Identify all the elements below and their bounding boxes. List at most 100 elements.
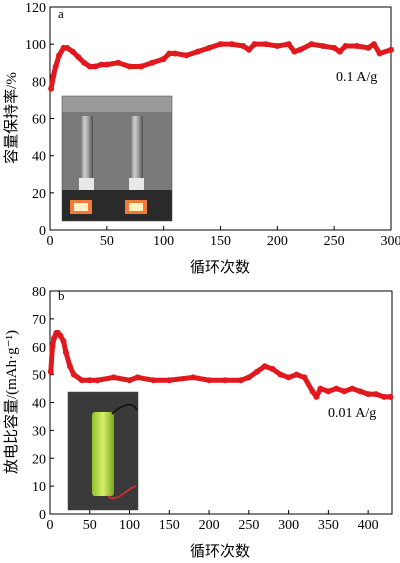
data-point-b-27 bbox=[285, 374, 292, 381]
data-point-a-32 bbox=[297, 46, 304, 53]
x-tick-label-a-250: 250 bbox=[324, 234, 345, 249]
data-point-a-19 bbox=[172, 50, 179, 57]
y-tick-label-b-0: 0 bbox=[39, 508, 46, 523]
series-a bbox=[48, 41, 394, 92]
data-point-a-30 bbox=[285, 41, 292, 48]
data-point-a-42 bbox=[388, 46, 394, 53]
data-point-a-33 bbox=[308, 41, 315, 48]
data-point-b-1 bbox=[49, 343, 56, 350]
data-point-b-39 bbox=[373, 391, 380, 398]
data-point-b-35 bbox=[341, 388, 348, 395]
data-point-b-0 bbox=[47, 368, 54, 375]
inset-photo-b bbox=[67, 391, 139, 511]
data-point-a-15 bbox=[137, 63, 144, 70]
data-point-b-11 bbox=[86, 377, 93, 384]
y-tick-label-b-10: 10 bbox=[32, 480, 46, 495]
x-tick-label-b-250: 250 bbox=[238, 518, 259, 533]
data-point-a-25 bbox=[240, 43, 247, 50]
data-point-b-24 bbox=[261, 363, 268, 370]
data-point-b-21 bbox=[237, 377, 244, 384]
data-point-b-26 bbox=[277, 371, 284, 378]
x-tick-label-b-300: 300 bbox=[278, 518, 299, 533]
x-tick-label-b-150: 150 bbox=[159, 518, 180, 533]
data-point-b-17 bbox=[166, 377, 173, 384]
data-point-a-14 bbox=[126, 63, 133, 70]
panel-label-b: b bbox=[58, 288, 65, 303]
data-point-a-37 bbox=[342, 43, 349, 50]
data-point-b-41 bbox=[387, 393, 394, 400]
y-tick-label-a-20: 20 bbox=[32, 187, 46, 202]
y-tick-label-b-50: 50 bbox=[32, 369, 46, 384]
panel-a: 0 50 100 150 200 250 300 0 20 40 60 80 100 120 a 0.1 … bbox=[3, 1, 400, 276]
data-point-a-17 bbox=[160, 56, 167, 63]
data-point-a-11 bbox=[98, 61, 105, 68]
y-tick-label-b-20: 20 bbox=[32, 452, 46, 467]
data-point-a-27 bbox=[251, 41, 258, 48]
data-point-b-34 bbox=[333, 385, 340, 392]
data-point-a-34 bbox=[319, 43, 326, 50]
data-point-b-30 bbox=[309, 388, 316, 395]
x-tick-label-a-0: 0 bbox=[47, 234, 54, 249]
data-point-b-14 bbox=[126, 377, 133, 384]
y-tick-label-b-30: 30 bbox=[32, 424, 46, 439]
data-point-a-12 bbox=[103, 61, 110, 68]
x-tick-label-b-350: 350 bbox=[318, 518, 339, 533]
data-point-a-23 bbox=[217, 41, 224, 48]
y-tick-label-b-80: 80 bbox=[32, 285, 46, 300]
data-point-a-38 bbox=[353, 43, 360, 50]
data-point-a-41 bbox=[376, 50, 383, 57]
data-point-a-21 bbox=[194, 48, 201, 55]
series-line-b bbox=[48, 330, 393, 400]
data-point-b-33 bbox=[325, 388, 332, 395]
x-tick-label-b-200: 200 bbox=[199, 518, 220, 533]
data-point-b-31 bbox=[313, 393, 320, 400]
data-point-b-32 bbox=[317, 385, 324, 392]
data-point-a-6 bbox=[69, 48, 76, 55]
data-point-a-3 bbox=[56, 52, 63, 59]
data-point-b-7 bbox=[62, 349, 69, 356]
x-tick-label-b-50: 50 bbox=[83, 518, 97, 533]
ylabel-a: 容量保持率/% bbox=[3, 72, 20, 164]
data-point-a-39 bbox=[365, 44, 372, 51]
data-point-b-19 bbox=[206, 377, 213, 384]
y-tick-label-a-40: 40 bbox=[32, 150, 46, 165]
data-point-a-22 bbox=[206, 44, 213, 51]
data-point-b-10 bbox=[78, 377, 85, 384]
data-point-a-24 bbox=[228, 41, 235, 48]
data-point-b-6 bbox=[60, 338, 67, 345]
y-tick-label-a-60: 60 bbox=[32, 113, 46, 128]
data-point-a-29 bbox=[274, 43, 281, 50]
x-tick-label-b-400: 400 bbox=[358, 518, 379, 533]
data-point-b-2 bbox=[50, 335, 57, 342]
data-point-a-13 bbox=[115, 59, 122, 66]
ylabel-b: 放电比容量/(mAh·g⁻¹) bbox=[3, 330, 20, 474]
x-tick-label-a-300: 300 bbox=[381, 234, 400, 249]
panel-label-a: a bbox=[58, 6, 64, 21]
ticks-a: 0 50 100 150 200 250 300 0 20 40 60 80 100 120 bbox=[25, 1, 400, 249]
data-point-a-31 bbox=[291, 48, 298, 55]
data-point-b-25 bbox=[269, 366, 276, 373]
data-point-a-0 bbox=[48, 85, 55, 92]
data-point-a-16 bbox=[149, 59, 156, 66]
data-point-a-35 bbox=[331, 44, 338, 51]
annotation-b: 0.01 A/g bbox=[328, 406, 376, 421]
data-point-b-12 bbox=[94, 377, 101, 384]
data-point-a-26 bbox=[245, 46, 252, 53]
data-point-a-1 bbox=[50, 72, 57, 79]
data-point-a-28 bbox=[262, 41, 269, 48]
data-point-b-40 bbox=[381, 393, 388, 400]
x-tick-label-a-50: 50 bbox=[100, 234, 114, 249]
data-point-b-8 bbox=[66, 363, 73, 370]
xlabel-b: 循环次数 bbox=[190, 543, 250, 560]
y-tick-label-b-70: 70 bbox=[32, 313, 46, 328]
data-point-b-9 bbox=[70, 371, 77, 378]
y-tick-label-b-40: 40 bbox=[32, 397, 46, 412]
x-tick-label-b-100: 100 bbox=[119, 518, 140, 533]
x-tick-label-a-200: 200 bbox=[267, 234, 288, 249]
data-point-a-20 bbox=[183, 52, 190, 59]
data-point-b-5 bbox=[57, 332, 64, 339]
data-point-b-18 bbox=[190, 374, 197, 381]
data-point-b-38 bbox=[365, 391, 372, 398]
y-tick-label-a-0: 0 bbox=[39, 224, 46, 239]
